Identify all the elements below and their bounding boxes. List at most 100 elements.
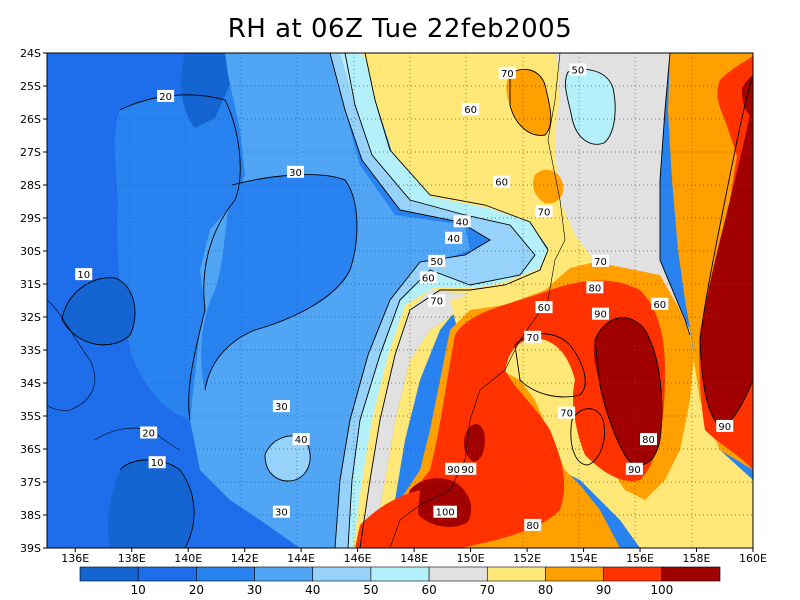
contour-label: 70 (538, 207, 551, 218)
contour-label: 60 (653, 300, 666, 311)
x-tick-label: 148E (400, 552, 428, 565)
y-tick-label: 38S (20, 509, 41, 522)
contour-line-60-band (359, 53, 549, 548)
x-tick-label: 136E (61, 552, 89, 565)
contour-label: 60 (538, 303, 551, 314)
contour-label-box (493, 175, 511, 188)
contour-label-box (535, 205, 553, 218)
contour-label: 70 (526, 333, 539, 344)
fill-90-100-bottom (355, 490, 420, 548)
colorbar-swatch (428, 566, 488, 582)
contour-label: 90 (461, 465, 474, 476)
contour-label-box (428, 294, 446, 307)
contour-label-box (428, 254, 446, 267)
contour-label-box (292, 433, 310, 446)
plot-frame (46, 52, 754, 549)
contour-label: 80 (588, 283, 601, 294)
x-tick-label: 158E (683, 552, 711, 565)
contour-label: 90 (447, 465, 460, 476)
colorbar-swatch (79, 566, 139, 582)
y-tick-label: 29S (20, 212, 41, 225)
fill-20-30-inner (201, 174, 357, 390)
contour-label: 70 (501, 69, 514, 80)
contour-label-box (462, 103, 480, 116)
contour-label-box (419, 271, 437, 284)
fill-0-10-southwest (108, 459, 195, 548)
colorbar-swatch (603, 566, 663, 582)
y-tick-label: 33S (20, 344, 41, 357)
contour-label-box (157, 89, 175, 102)
contour-label: 70 (594, 257, 607, 268)
x-tick-label: 160E (739, 552, 767, 565)
y-tick-label: 37S (20, 476, 41, 489)
y-tick-label: 35S (20, 410, 41, 423)
y-tick-label: 26S (20, 113, 41, 126)
colorbar-swatch (545, 566, 604, 582)
contour-label: 10 (151, 458, 164, 469)
contour-label: 100 (436, 508, 455, 519)
fill-100-small (464, 424, 485, 462)
y-tick-label: 34S (20, 377, 41, 390)
contour-label: 60 (464, 105, 477, 116)
fill-20-30-central (114, 94, 241, 420)
contour-line-30 (204, 174, 358, 391)
contour-label-box (498, 66, 516, 79)
y-tick-label: 32S (20, 311, 41, 324)
contour-label: 40 (295, 435, 308, 446)
contour-label-box (433, 505, 457, 518)
contour-label-box (592, 307, 610, 320)
fill-50-60 (340, 53, 548, 548)
contour-label-box (459, 462, 477, 475)
contour-line-70-inner (514, 333, 586, 398)
contour-label-box (524, 518, 542, 531)
colorbar-swatch (486, 566, 546, 582)
contour-label-box (716, 419, 734, 432)
y-tick-label: 36S (20, 443, 41, 456)
fill-70-80 (353, 53, 570, 548)
contour-label-box (148, 456, 166, 469)
y-tick-label: 31S (20, 278, 41, 291)
x-tick-label: 138E (118, 552, 146, 565)
colorbar-label: 10 (131, 583, 146, 597)
colorbar-swatch (137, 566, 197, 582)
contour-lines (47, 53, 753, 548)
contour-label-box (640, 433, 658, 446)
contour-label: 40 (447, 234, 460, 245)
x-tick-label: 152E (513, 552, 541, 565)
contour-label: 70 (430, 297, 443, 308)
colorbar-label: 60 (421, 583, 436, 597)
y-tick-label: 25S (20, 80, 41, 93)
fill-0-10-west (62, 277, 135, 345)
fill-40-50-south (265, 435, 311, 481)
contour-label: 90 (718, 422, 731, 433)
contour-line-100-central (594, 317, 663, 466)
contour-line-coast (389, 53, 566, 548)
contour-label-box (524, 330, 542, 343)
colorbar-swatch (312, 566, 372, 582)
contour-label-box (272, 505, 290, 518)
contour-line-40-south (264, 435, 311, 482)
fill-100-central (593, 317, 662, 465)
contour-label: 50 (572, 66, 585, 77)
contour-labels: 20 30 10 30 40 20 10 30 70 50 60 60 70 40 40 50 60 70 80 70… (75, 63, 734, 532)
y-tick-label: 28S (20, 179, 41, 192)
fill-30-40 (190, 53, 470, 548)
contour-label-box (75, 268, 93, 281)
contour-label-box (592, 254, 610, 267)
colorbar-label: 70 (480, 583, 495, 597)
colorbar-swatch (196, 566, 255, 582)
fill-0-10-top (181, 53, 232, 128)
contour-label: 80 (526, 521, 539, 532)
x-tick-label: 144E (287, 552, 315, 565)
x-tick-label: 142E (231, 552, 259, 565)
colorbar-label: 100 (650, 583, 673, 597)
contour-label-box (651, 297, 669, 310)
contour-line-60-east (659, 53, 691, 336)
latitude-axis: 24S 25S 26S 27S 28S 29S 30S 31S 32S 33S 34S 35S 36S 3… (20, 47, 47, 555)
colorbar-swatch (254, 566, 314, 582)
colorbar-label: 90 (596, 583, 611, 597)
contour-label: 90 (628, 465, 641, 476)
contour-line-40-band (329, 53, 491, 548)
contour-label-box (445, 462, 463, 475)
